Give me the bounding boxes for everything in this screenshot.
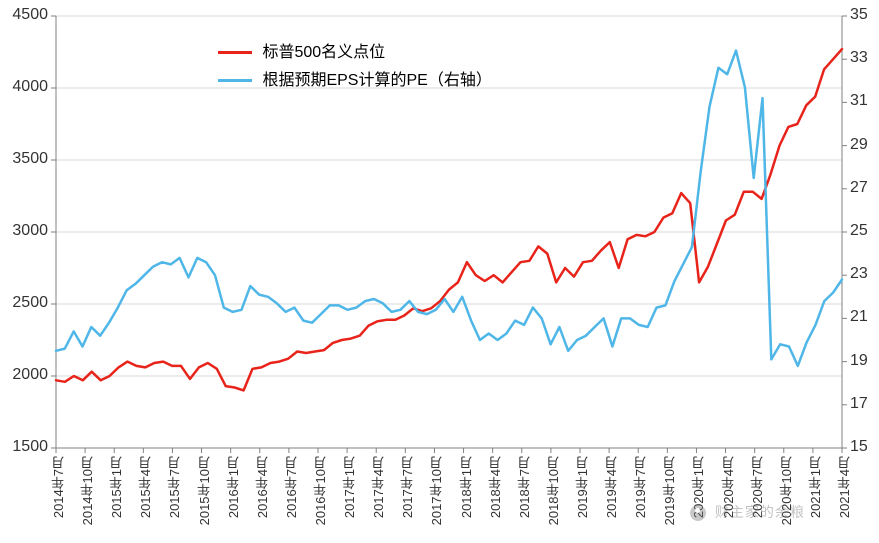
y-right-tick-label: 15 bbox=[850, 438, 868, 456]
x-tick-label: 2017年10月 bbox=[427, 456, 446, 525]
y-right-tick-label: 35 bbox=[850, 6, 868, 24]
x-tick-label: 2017年7月 bbox=[398, 456, 417, 518]
x-tick-label: 2015年1月 bbox=[107, 456, 126, 518]
y-right-tick-label: 17 bbox=[850, 395, 868, 413]
legend-label-pe: 根据预期EPS计算的PE（右轴） bbox=[262, 72, 491, 89]
x-tick-label: 2019年4月 bbox=[602, 456, 621, 518]
y-left-tick-label: 4500 bbox=[12, 6, 48, 24]
x-tick-label: 2019年1月 bbox=[573, 456, 592, 518]
y-left-tick-label: 1500 bbox=[12, 438, 48, 456]
x-tick-label: 2018年1月 bbox=[457, 456, 476, 518]
x-tick-label: 2014年7月 bbox=[49, 456, 68, 518]
watermark: 财主家的余粮 bbox=[690, 502, 805, 522]
y-right-tick-label: 31 bbox=[850, 92, 868, 110]
y-left-tick-label: 2000 bbox=[12, 366, 48, 384]
legend-label-sp500: 标普500名义点位 bbox=[262, 44, 385, 61]
x-tick-label: 2015年10月 bbox=[195, 456, 214, 525]
x-tick-label: 2017年4月 bbox=[369, 456, 388, 518]
legend-item-sp500: 标普500名义点位 bbox=[218, 38, 385, 62]
y-right-tick-label: 23 bbox=[850, 265, 868, 283]
y-right-tick-label: 21 bbox=[850, 308, 868, 326]
legend-swatch-pe bbox=[218, 79, 252, 82]
x-tick-label: 2021年1月 bbox=[806, 456, 825, 518]
legend-swatch-sp500 bbox=[218, 51, 252, 54]
y-right-tick-label: 27 bbox=[850, 179, 868, 197]
y-right-tick-label: 19 bbox=[850, 352, 868, 370]
x-tick-label: 2016年4月 bbox=[253, 456, 272, 518]
watermark-text: 财主家的余粮 bbox=[715, 504, 805, 520]
dual-axis-line-chart: 标普500名义点位 根据预期EPS计算的PE（右轴） 1500 2000 2500 3… bbox=[0, 0, 879, 543]
y-left-tick-label: 4000 bbox=[12, 78, 48, 96]
x-tick-label: 2016年7月 bbox=[282, 456, 301, 518]
x-tick-label: 2021年4月 bbox=[835, 456, 854, 518]
x-tick-label: 2019年7月 bbox=[631, 456, 650, 518]
legend-item-pe: 根据预期EPS计算的PE（右轴） bbox=[218, 66, 492, 90]
x-tick-label: 2016年10月 bbox=[311, 456, 330, 525]
y-left-tick-label: 3500 bbox=[12, 150, 48, 168]
y-left-tick-label: 3000 bbox=[12, 222, 48, 240]
y-right-tick-label: 33 bbox=[850, 49, 868, 67]
x-tick-label: 2018年7月 bbox=[515, 456, 534, 518]
x-tick-label: 2016年1月 bbox=[224, 456, 243, 518]
x-tick-label: 2017年1月 bbox=[340, 456, 359, 518]
x-tick-label: 2018年10月 bbox=[544, 456, 563, 525]
x-tick-label: 2014年10月 bbox=[78, 456, 97, 525]
x-tick-label: 2015年4月 bbox=[136, 456, 155, 518]
y-right-tick-label: 29 bbox=[850, 136, 868, 154]
y-left-tick-label: 2500 bbox=[12, 294, 48, 312]
x-tick-label: 2019年10月 bbox=[660, 456, 679, 525]
x-tick-label: 2015年7月 bbox=[165, 456, 184, 518]
x-tick-label: 2018年4月 bbox=[486, 456, 505, 518]
y-right-tick-label: 25 bbox=[850, 222, 868, 240]
wechat-icon bbox=[690, 505, 706, 521]
